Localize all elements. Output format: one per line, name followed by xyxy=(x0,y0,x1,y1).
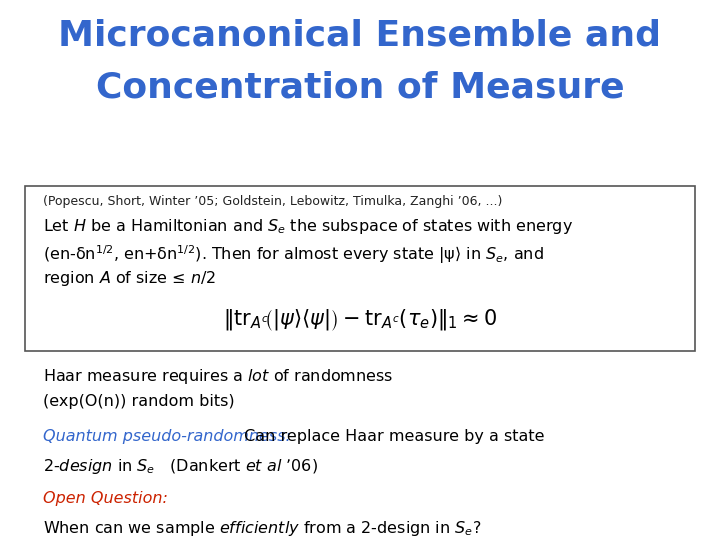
Text: When can we sample $\mathit{efficiently}$ from a 2-design in $S_e$?: When can we sample $\mathit{efficiently}… xyxy=(43,519,482,538)
Text: (en-δn$^{1/2}$, en+δn$^{1/2}$). Then for almost every state |ψ⟩ in $S_e$, and: (en-δn$^{1/2}$, en+δn$^{1/2}$). Then for… xyxy=(43,243,544,266)
FancyBboxPatch shape xyxy=(25,186,695,351)
Text: Let $H$ be a Hamiltonian and $S_e$ the subspace of states with energy: Let $H$ be a Hamiltonian and $S_e$ the s… xyxy=(43,217,573,236)
Text: $\|\mathrm{tr}_{A^c}\!\left(|\psi\rangle\langle\psi|\right) - \mathrm{tr}_{A^c}(: $\|\mathrm{tr}_{A^c}\!\left(|\psi\rangle… xyxy=(222,308,498,333)
Text: Can replace Haar measure by a state: Can replace Haar measure by a state xyxy=(239,429,544,444)
Text: (exp(O(n)) random bits): (exp(O(n)) random bits) xyxy=(43,394,235,409)
Text: Concentration of Measure: Concentration of Measure xyxy=(96,70,624,104)
Text: Open Question:: Open Question: xyxy=(43,491,168,507)
Text: $\mathit{2}$-$\mathit{design}$ in $S_e$   (Dankert $et$ $al$ ’06): $\mathit{2}$-$\mathit{design}$ in $S_e$ … xyxy=(43,457,318,476)
Text: Quantum pseudo-randomness:: Quantum pseudo-randomness: xyxy=(43,429,291,444)
Text: Haar measure requires a $\mathit{lot}$ of randomness: Haar measure requires a $\mathit{lot}$ o… xyxy=(43,367,394,386)
Text: Microcanonical Ensemble and: Microcanonical Ensemble and xyxy=(58,19,662,53)
Text: (Popescu, Short, Winter ’05; Goldstein, Lebowitz, Timulka, Zanghi ’06, ...): (Popescu, Short, Winter ’05; Goldstein, … xyxy=(43,195,503,208)
Text: region $A$ of size ≤ $n$/2: region $A$ of size ≤ $n$/2 xyxy=(43,269,216,288)
